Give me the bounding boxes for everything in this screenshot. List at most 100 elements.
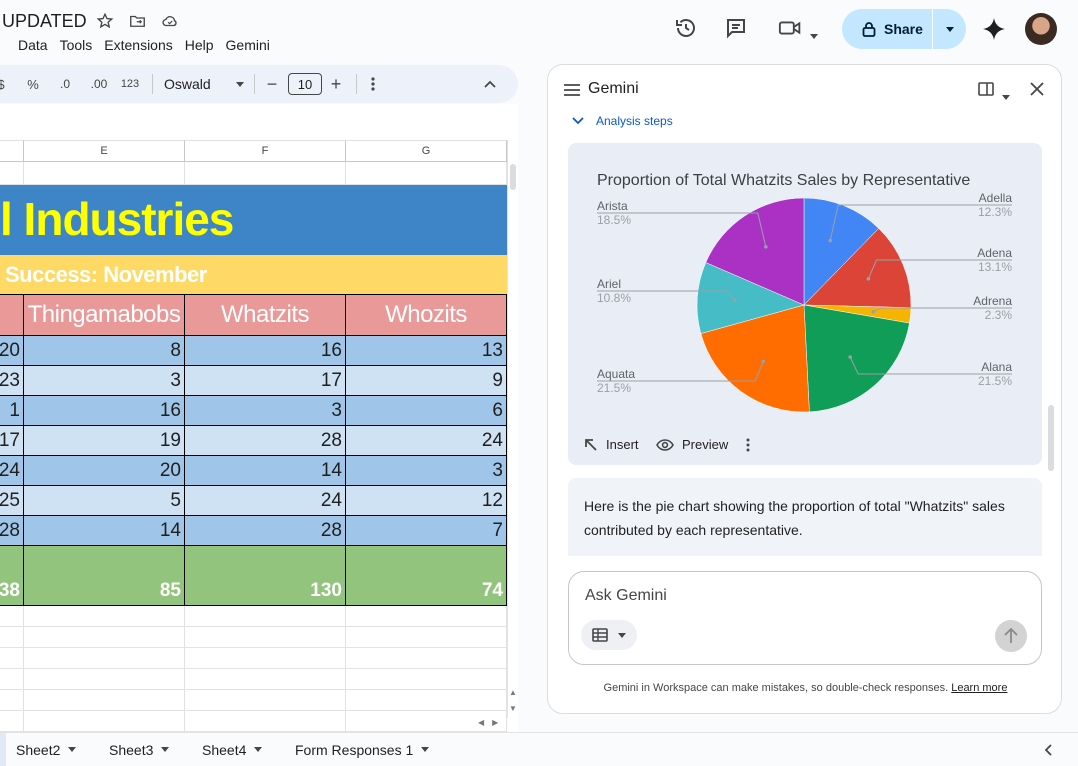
total-cell[interactable]: 38 — [0, 546, 24, 606]
cell-whozits[interactable]: 24 — [346, 426, 507, 456]
meet-icon[interactable] — [778, 18, 804, 38]
panel-scroll-thumb[interactable] — [1048, 405, 1054, 471]
cell-d[interactable]: 17 — [0, 426, 24, 456]
gemini-sparkle-icon[interactable] — [982, 17, 1006, 46]
cell-whatzits[interactable]: 16 — [185, 336, 346, 366]
cell-thingamabobs[interactable]: 14 — [24, 516, 185, 546]
spreadsheet-grid[interactable]: E F G l Industries Success: November Thi… — [0, 104, 518, 732]
cell[interactable] — [24, 690, 185, 711]
cell[interactable] — [185, 648, 346, 669]
doc-title[interactable]: UPDATED — [2, 11, 87, 31]
cell[interactable] — [0, 648, 24, 669]
cell[interactable] — [185, 606, 346, 627]
tab-dropdown-icon[interactable] — [254, 747, 263, 752]
version-history-icon[interactable] — [674, 16, 698, 40]
column-header-g[interactable]: G — [346, 140, 507, 162]
comments-icon[interactable] — [723, 16, 749, 40]
tab-sheet4[interactable]: Sheet4 — [202, 733, 263, 766]
cell-thingamabobs[interactable]: 20 — [24, 456, 185, 486]
cloud-saved-icon[interactable] — [160, 12, 180, 35]
cell[interactable] — [346, 627, 507, 648]
cell-thingamabobs[interactable]: 5 — [24, 486, 185, 516]
cell[interactable] — [24, 669, 185, 690]
cell[interactable] — [0, 162, 24, 185]
more-options-icon[interactable] — [367, 65, 379, 103]
cell-whozits[interactable]: 6 — [346, 396, 507, 426]
cell[interactable] — [346, 690, 507, 711]
horizontal-scroll-arrows[interactable]: ◀ ▶ — [478, 718, 506, 730]
decrease-decimal-button[interactable]: .0 — [54, 65, 76, 103]
ask-gemini-input[interactable]: Ask Gemini — [568, 571, 1042, 665]
cell-thingamabobs[interactable]: 3 — [24, 366, 185, 396]
menu-extensions[interactable]: Extensions — [104, 37, 173, 53]
cell-whozits[interactable]: 9 — [346, 366, 507, 396]
tab-sheet2[interactable]: Sheet2 — [16, 733, 77, 766]
cell-whozits[interactable]: 3 — [346, 456, 507, 486]
percent-format-button[interactable]: % — [27, 76, 39, 92]
vertical-scrollbar[interactable]: ▲ ▼ — [507, 140, 518, 718]
cell-whatzits[interactable]: 14 — [185, 456, 346, 486]
more-options-icon[interactable] — [746, 438, 750, 457]
cell[interactable] — [346, 648, 507, 669]
collapse-toolbar-icon[interactable] — [480, 65, 500, 103]
cell-d[interactable]: 23 — [0, 366, 24, 396]
scroll-up-icon[interactable]: ▲ — [509, 688, 517, 697]
more-formats-button[interactable]: 123 — [120, 78, 140, 90]
insert-button[interactable]: Insert — [584, 437, 639, 452]
learn-more-link[interactable]: Learn more — [951, 682, 1008, 694]
menu-tools[interactable]: Tools — [59, 37, 93, 53]
move-folder-icon[interactable] — [128, 12, 147, 35]
cell[interactable] — [185, 669, 346, 690]
tab-dropdown-icon[interactable] — [421, 747, 430, 752]
total-whatzits[interactable]: 130 — [185, 546, 346, 606]
cell-whatzits[interactable]: 28 — [185, 426, 346, 456]
cell[interactable] — [0, 711, 24, 732]
cell[interactable] — [24, 711, 185, 732]
panel-layout-icon[interactable] — [978, 82, 994, 101]
menu-gemini[interactable]: Gemini — [225, 37, 270, 53]
column-header-e[interactable]: E — [24, 140, 185, 162]
cell-whatzits[interactable]: 24 — [185, 486, 346, 516]
cell[interactable] — [0, 690, 24, 711]
context-selector[interactable] — [581, 620, 637, 650]
cell-whatzits[interactable]: 17 — [185, 366, 346, 396]
header-whozits[interactable]: Whozits — [346, 295, 507, 336]
tab-form-responses-1[interactable]: Form Responses 1 — [295, 733, 430, 766]
star-icon[interactable] — [96, 12, 114, 35]
column-header-d[interactable] — [0, 140, 24, 162]
menu-help[interactable]: Help — [184, 37, 214, 53]
total-thingamabobs[interactable]: 85 — [24, 546, 185, 606]
menu-data[interactable]: Data — [18, 37, 48, 53]
tab-dropdown-icon[interactable] — [68, 747, 77, 752]
scroll-down-icon[interactable]: ▼ — [509, 704, 517, 713]
panel-layout-dropdown-icon[interactable] — [1002, 87, 1010, 105]
avatar[interactable] — [1025, 13, 1057, 45]
cell[interactable] — [185, 690, 346, 711]
font-select[interactable]: Oswald — [164, 65, 244, 103]
increase-decimal-button[interactable]: .00 — [86, 65, 112, 103]
preview-button[interactable]: Preview — [656, 437, 728, 452]
share-dropdown-icon[interactable] — [933, 26, 966, 32]
tab-dropdown-icon[interactable] — [161, 747, 170, 752]
subtitle-banner[interactable]: Success: November — [0, 255, 507, 295]
cell-whozits[interactable]: 12 — [346, 486, 507, 516]
tab-sheet3[interactable]: Sheet3 — [109, 733, 170, 766]
meet-dropdown-icon[interactable] — [810, 26, 818, 44]
cell[interactable] — [24, 162, 185, 185]
cell-thingamabobs[interactable]: 8 — [24, 336, 185, 366]
analysis-steps-toggle[interactable]: Analysis steps — [572, 114, 673, 128]
cell-d[interactable]: 24 — [0, 456, 24, 486]
cell[interactable] — [346, 669, 507, 690]
cell[interactable] — [24, 627, 185, 648]
cell[interactable] — [24, 648, 185, 669]
scroll-left-icon[interactable]: ◀ — [478, 718, 485, 727]
header-cell[interactable] — [0, 295, 24, 336]
total-whozits[interactable]: 74 — [346, 546, 507, 606]
header-whatzits[interactable]: Whatzits — [185, 295, 346, 336]
cell[interactable] — [346, 606, 507, 627]
increase-font-size-button[interactable]: + — [330, 73, 342, 94]
title-banner[interactable]: l Industries — [0, 185, 507, 255]
cell[interactable] — [185, 162, 346, 185]
cell[interactable] — [24, 606, 185, 627]
cell-thingamabobs[interactable]: 19 — [24, 426, 185, 456]
